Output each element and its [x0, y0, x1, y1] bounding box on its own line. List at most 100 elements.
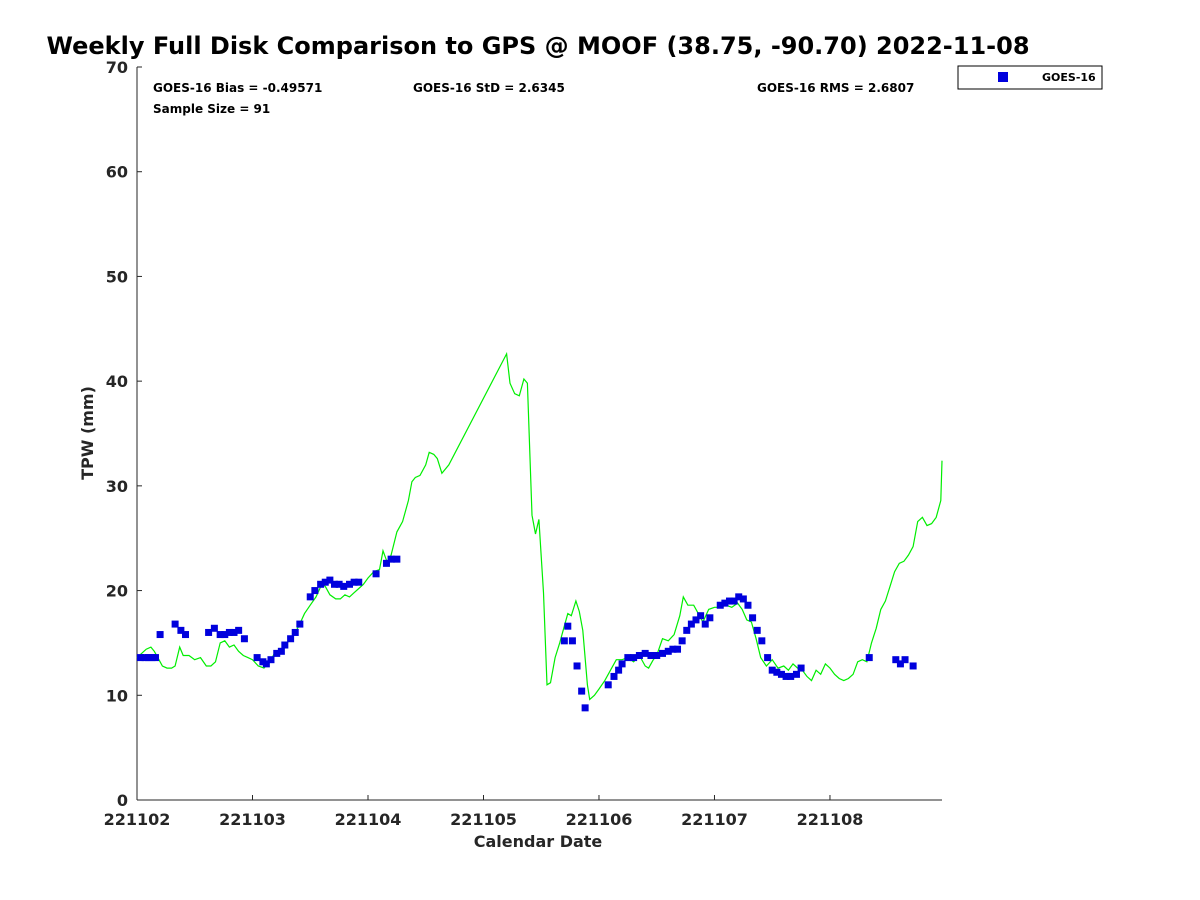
goes16-point — [896, 660, 904, 668]
goes16-point — [678, 637, 686, 645]
goes16-point — [277, 647, 285, 655]
goes16-point — [393, 555, 401, 563]
goes16-point — [306, 593, 314, 601]
gps-line — [136, 351, 943, 701]
goes16-point — [350, 578, 358, 586]
goes16-point — [604, 681, 612, 689]
goes16-point — [335, 580, 343, 588]
goes16-point — [706, 614, 714, 622]
goes16-point — [701, 620, 709, 628]
goes16-point — [151, 654, 159, 662]
goes16-point — [647, 651, 655, 659]
goes16-point — [674, 645, 682, 653]
x-axis-label: Calendar Date — [474, 832, 603, 851]
goes16-point — [156, 631, 164, 639]
legend: GOES-16 — [957, 65, 1103, 90]
goes16-point — [610, 672, 618, 680]
y-tick-label: 0 — [117, 791, 128, 810]
goes16-point — [372, 570, 380, 578]
goes16-point — [669, 645, 677, 653]
goes16-point — [136, 654, 144, 662]
goes16-point — [730, 597, 738, 605]
goes16-point — [171, 620, 179, 628]
y-axis-label: TPW (mm) — [78, 386, 97, 480]
y-tick-label: 70 — [106, 58, 128, 77]
y-tick-label: 40 — [106, 372, 128, 391]
goes16-point — [749, 614, 757, 622]
goes16-point — [758, 637, 766, 645]
goes16-point — [787, 672, 795, 680]
x-tick-label: 221106 — [566, 810, 633, 829]
goes16-point — [624, 654, 632, 662]
goes16-point — [296, 620, 304, 628]
goes16-point — [311, 587, 319, 595]
x-tick-label: 221102 — [104, 810, 171, 829]
goes16-point — [768, 666, 776, 674]
goes16-point — [346, 580, 354, 588]
goes16-point — [683, 626, 691, 634]
x-tick-label: 221105 — [450, 810, 517, 829]
legend-box — [957, 65, 1103, 90]
x-tick-label: 221108 — [797, 810, 864, 829]
goes16-point — [653, 651, 661, 659]
plot-area — [136, 67, 942, 801]
goes16-point — [744, 601, 752, 609]
goes16-point — [659, 649, 667, 657]
goes16-point — [721, 599, 729, 607]
gps-series — [136, 351, 943, 701]
goes16-point — [630, 654, 638, 662]
legend-marker-goes16 — [998, 72, 1008, 82]
goes16-point — [735, 593, 743, 601]
goes16-point — [230, 628, 238, 636]
goes16-point — [216, 631, 224, 639]
y-tick-label: 10 — [106, 686, 128, 705]
goes16-point — [739, 595, 747, 603]
goes16-point — [281, 641, 289, 649]
stat-bias: GOES-16 Bias = -0.49571 — [153, 81, 322, 95]
goes16-point — [287, 635, 295, 643]
goes16-point — [221, 631, 229, 639]
y-tick-label: 50 — [106, 267, 128, 286]
goes16-point — [240, 635, 248, 643]
goes16-point — [581, 704, 589, 712]
goes16-point — [235, 626, 243, 634]
goes16-point — [564, 622, 572, 630]
goes16-point — [262, 660, 270, 668]
goes16-point — [782, 672, 790, 680]
legend-label-goes16: GOES-16 — [1042, 71, 1096, 84]
goes16-point — [330, 580, 338, 588]
goes16-point — [687, 620, 695, 628]
goes16-point — [578, 687, 586, 695]
goes16-point — [725, 597, 733, 605]
goes16-point — [210, 624, 218, 632]
goes16-point — [697, 612, 705, 620]
goes16-point — [909, 662, 917, 670]
goes16-point — [692, 616, 700, 624]
y-tick-label: 60 — [106, 163, 128, 182]
goes16-point — [573, 662, 581, 670]
goes16-series — [136, 555, 917, 712]
goes16-point — [253, 654, 261, 662]
goes16-point — [382, 559, 390, 567]
x-axis-ticks: 221102 221103 221104 221105 221106 221107 2211… — [104, 795, 864, 829]
goes16-point — [635, 651, 643, 659]
goes16-point — [892, 656, 900, 664]
goes16-point — [901, 656, 909, 664]
goes16-point — [273, 649, 281, 657]
goes16-point — [865, 654, 873, 662]
y-axis-ticks: 0 10 20 30 40 50 60 70 — [106, 58, 142, 810]
goes16-point — [387, 555, 395, 563]
goes16-point — [764, 654, 772, 662]
goes16-point — [355, 578, 363, 586]
goes16-point — [615, 666, 623, 674]
goes16-point — [560, 637, 568, 645]
goes16-point — [291, 628, 299, 636]
goes16-point — [664, 647, 672, 655]
x-tick-label: 221104 — [335, 810, 402, 829]
goes16-point — [317, 580, 325, 588]
goes16-point — [326, 576, 334, 584]
goes16-point — [641, 649, 649, 657]
goes16-point — [777, 670, 785, 678]
goes16-point — [618, 660, 626, 668]
